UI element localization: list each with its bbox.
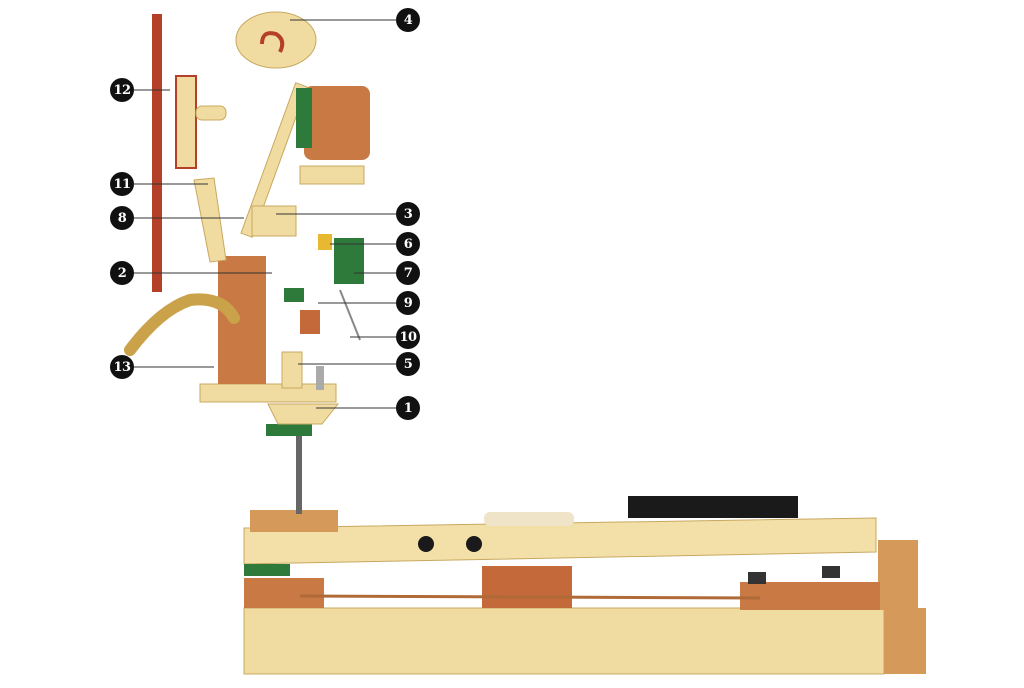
hammer-butt [218,256,266,384]
callout-6: 6 [396,232,420,256]
wippen [267,403,340,425]
green-damper-felt [284,288,304,302]
key-end-cheek [878,540,918,610]
key-top-white-cap [484,512,574,526]
callout-1: 1 [396,396,420,420]
action-assembly [193,11,370,425]
leader-lines [134,19,396,409]
balance-rail [244,578,324,608]
capstan-screw-b [822,566,840,578]
callout-7: 7 [396,261,420,285]
regulating-button [300,310,320,334]
spring-coil [316,366,324,390]
jack [281,351,303,389]
callout-13: 13 [110,355,134,379]
key-capstan-block [250,510,338,532]
callout-2: 2 [110,261,134,285]
hammer-rail [299,165,365,185]
hammer-head [304,86,370,160]
red-loop [260,31,285,53]
damper-arm [193,177,227,263]
wippen-base [199,383,337,403]
callout-8: 8 [110,206,134,230]
callout-10: 10 [396,325,420,349]
capstan-screw-a [748,572,766,584]
catcher [251,205,297,237]
callout-4: 4 [396,8,420,32]
sticker-rod [296,430,302,514]
sticker [266,424,312,514]
bridle-wire [339,289,361,341]
key-top-black [628,496,798,518]
hammer-shank [240,82,308,238]
key-lead-2 [466,536,482,552]
top-disc [235,11,317,69]
hammer-felt [296,88,312,148]
brass-pedal-arm [124,293,240,356]
damper-rod-tall [152,14,162,292]
damper-lever [195,105,227,121]
damper-head [175,75,197,169]
keybed-end-block [884,608,926,674]
rear-rail [740,582,880,610]
bridle-wire-clip [318,234,332,250]
keybed-frame [243,607,885,675]
callout-5: 5 [396,352,420,376]
key-assembly [243,496,926,675]
damper-assembly [124,14,240,356]
backcheck-felt [334,238,364,284]
sticker-felt [266,424,312,436]
key-felt-front [244,564,290,576]
key-lever [243,517,877,565]
key-lead-1 [418,536,434,552]
balance-block [482,566,572,608]
key-lever-rod [299,594,761,600]
callout-11: 11 [110,172,134,196]
callout-12: 12 [110,78,134,102]
callout-9: 9 [396,291,420,315]
callout-3: 3 [396,202,420,226]
